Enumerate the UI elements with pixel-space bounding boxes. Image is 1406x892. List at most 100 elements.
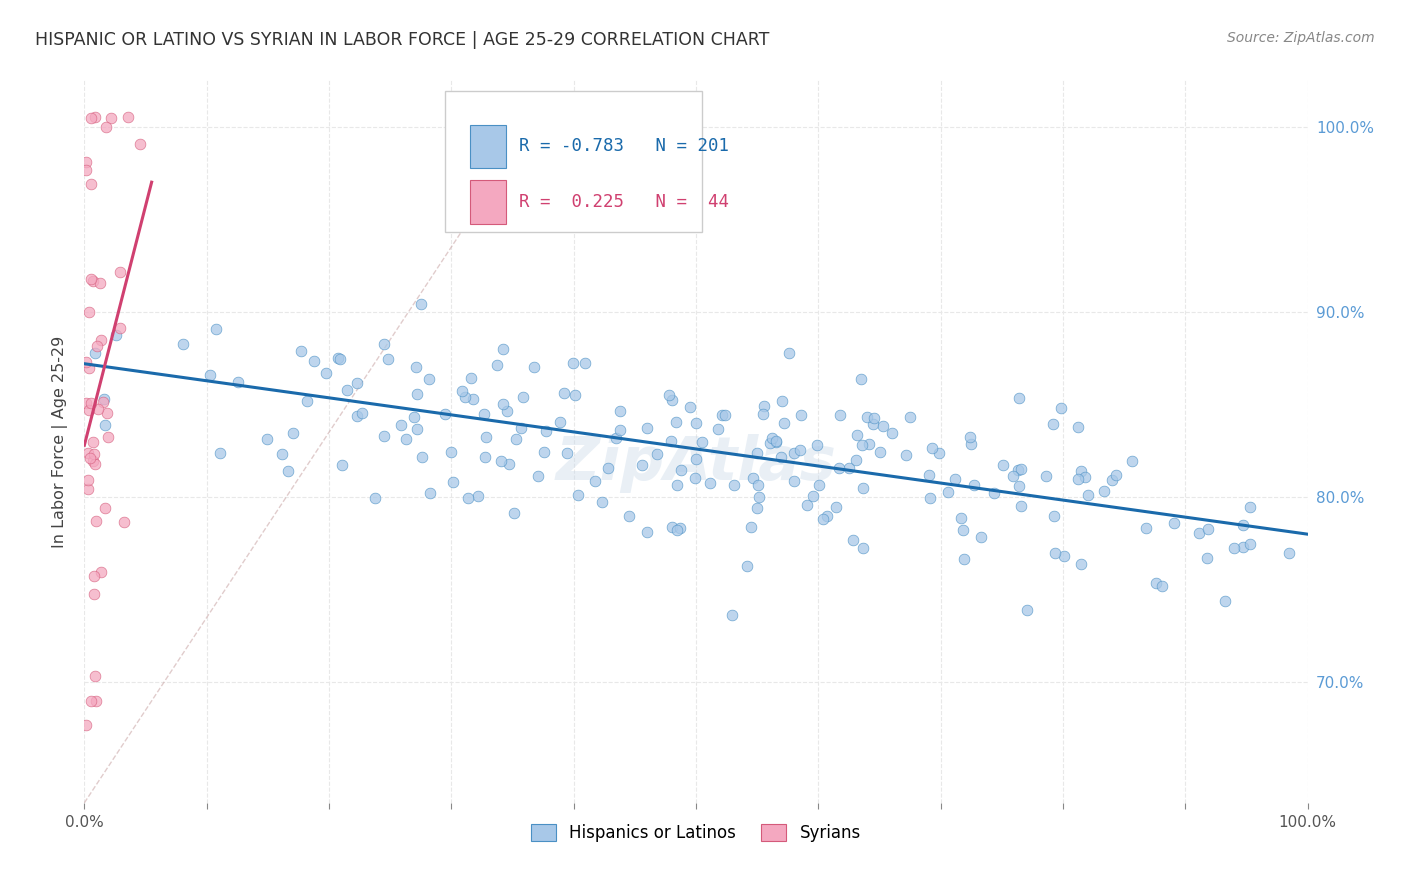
Point xyxy=(84,514,107,528)
Point xyxy=(1035,468,1057,483)
Point xyxy=(1043,509,1066,524)
Point xyxy=(75,354,97,368)
Point xyxy=(526,468,548,483)
Point xyxy=(548,415,571,429)
Point xyxy=(104,328,127,343)
Point xyxy=(474,450,496,464)
Point xyxy=(117,111,139,125)
Point xyxy=(80,177,103,191)
Point xyxy=(395,432,418,446)
Point xyxy=(475,430,498,444)
Point xyxy=(778,345,800,359)
Point xyxy=(1188,526,1211,541)
Point xyxy=(93,392,115,406)
Point xyxy=(364,491,387,506)
Point xyxy=(440,445,463,459)
Point xyxy=(1053,549,1076,564)
Point xyxy=(745,500,768,515)
Point xyxy=(330,458,353,472)
Point xyxy=(94,120,117,135)
Point xyxy=(402,410,425,425)
Point xyxy=(562,355,585,369)
Point xyxy=(1074,470,1097,484)
Point xyxy=(1008,479,1031,493)
Point xyxy=(1050,401,1073,416)
Point xyxy=(83,586,105,600)
Point xyxy=(949,511,972,525)
Point xyxy=(467,490,489,504)
Point xyxy=(583,475,606,489)
Point xyxy=(609,404,631,418)
Point xyxy=(406,387,429,401)
Point xyxy=(742,471,765,485)
Point xyxy=(1213,594,1236,608)
Point xyxy=(1070,557,1092,571)
Legend: Hispanics or Latinos, Syrians: Hispanics or Latinos, Syrians xyxy=(524,817,868,848)
Point xyxy=(748,490,770,504)
Point xyxy=(433,408,456,422)
Point xyxy=(451,384,474,399)
Point xyxy=(1070,464,1092,478)
Point xyxy=(77,360,100,375)
Point xyxy=(489,454,512,468)
Point xyxy=(256,432,278,446)
Point xyxy=(1067,472,1090,486)
Point xyxy=(869,444,891,458)
Point xyxy=(1135,521,1157,535)
Point xyxy=(108,320,131,334)
Point xyxy=(523,360,546,375)
Point xyxy=(711,408,734,422)
Point xyxy=(77,304,100,318)
Point xyxy=(509,421,531,435)
Point xyxy=(112,516,135,530)
Point xyxy=(953,552,976,566)
Point xyxy=(86,339,108,353)
Point xyxy=(943,472,966,486)
Point xyxy=(894,448,917,462)
Point xyxy=(631,458,654,472)
Point xyxy=(77,482,100,496)
Point xyxy=(1195,551,1218,566)
Point xyxy=(596,461,619,475)
Point xyxy=(811,512,834,526)
Point xyxy=(80,694,103,708)
Point xyxy=(1121,454,1143,468)
Point xyxy=(505,433,527,447)
Point xyxy=(1239,500,1261,515)
Point xyxy=(855,409,877,424)
Point xyxy=(77,446,100,460)
Point xyxy=(1239,536,1261,550)
Point xyxy=(205,322,228,336)
Point xyxy=(302,353,325,368)
Point xyxy=(1197,522,1219,536)
Bar xyxy=(470,125,506,168)
Point xyxy=(769,450,792,464)
Point xyxy=(90,333,112,347)
Point xyxy=(283,426,305,441)
Point xyxy=(315,366,337,380)
Point xyxy=(271,447,294,461)
Point xyxy=(419,486,441,500)
Point xyxy=(405,360,427,375)
Point xyxy=(790,408,813,422)
Point xyxy=(862,417,884,432)
Bar xyxy=(470,180,506,224)
Point xyxy=(564,388,586,402)
Point xyxy=(807,477,830,491)
Point xyxy=(963,478,986,492)
Point xyxy=(1042,417,1064,431)
Point xyxy=(198,368,221,382)
Point xyxy=(669,521,692,535)
Point xyxy=(352,406,374,420)
Point xyxy=(97,430,120,444)
Point xyxy=(336,384,359,398)
Text: ZipAtlas: ZipAtlas xyxy=(555,434,837,492)
Point xyxy=(555,446,578,460)
Point xyxy=(503,506,526,520)
Point xyxy=(1144,576,1167,591)
Point xyxy=(297,393,319,408)
Point xyxy=(83,568,105,582)
Point xyxy=(765,435,787,450)
Point xyxy=(172,337,194,351)
Point xyxy=(991,458,1014,472)
